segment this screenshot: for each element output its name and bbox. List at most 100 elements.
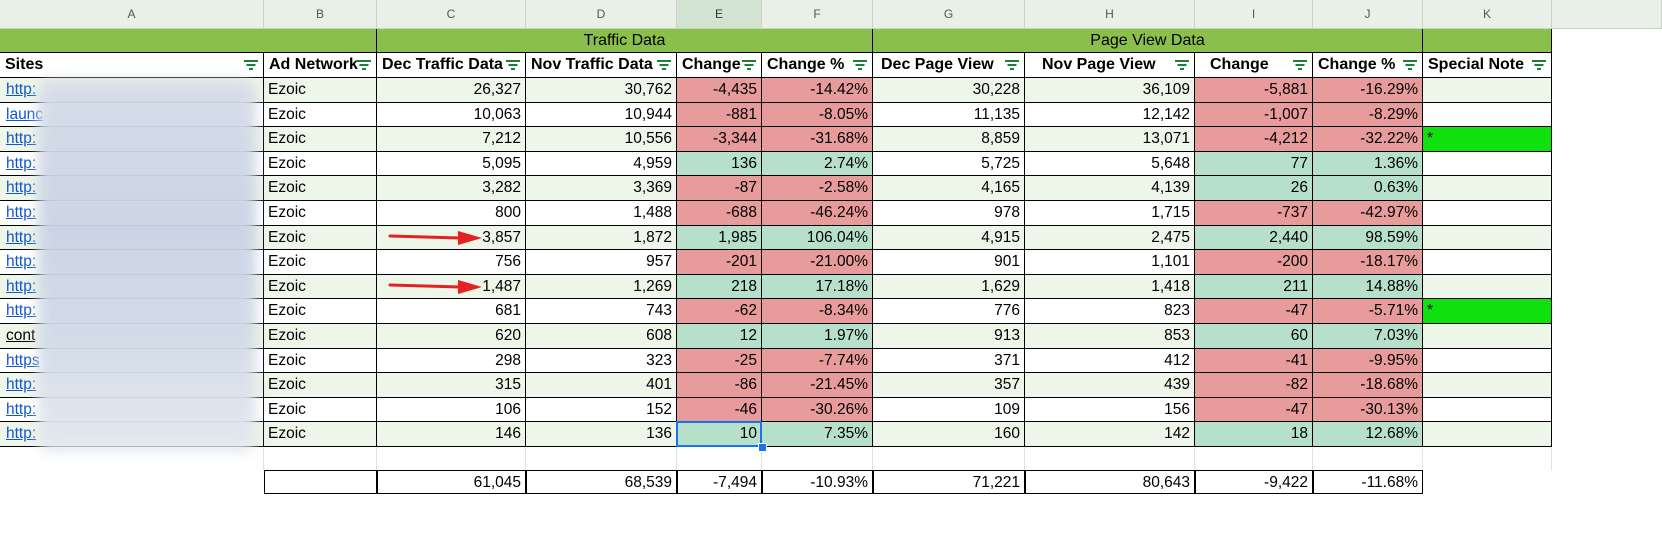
ad-network[interactable]: Ezoic [264, 201, 377, 226]
nov-traffic[interactable]: 1,488 [526, 201, 677, 226]
pageview-change[interactable]: -1,007 [1195, 102, 1313, 128]
filter-icon[interactable] [742, 59, 756, 71]
pageview-change-pct[interactable]: -30.13% [1313, 397, 1423, 423]
column-header-k[interactable]: K [1423, 0, 1552, 29]
pageview-change-pct[interactable]: 1.36% [1313, 151, 1423, 177]
pageview-change[interactable]: -47 [1195, 299, 1313, 324]
empty-cell[interactable] [377, 447, 526, 470]
site-url-link[interactable]: http: [6, 81, 37, 98]
nov-traffic[interactable]: 957 [526, 250, 677, 275]
traffic-change-pct[interactable]: 106.04% [762, 225, 873, 251]
dec-traffic[interactable]: 3,282 [377, 176, 526, 201]
site-url-link[interactable]: http: [6, 425, 37, 443]
nov-page-view[interactable]: 853 [1025, 324, 1195, 349]
traffic-change[interactable]: 12 [677, 324, 762, 349]
nov-traffic[interactable]: 3,369 [526, 176, 677, 201]
nov-page-view[interactable]: 4,139 [1025, 176, 1195, 201]
empty-cell[interactable] [264, 447, 377, 470]
pageview-change[interactable]: -41 [1195, 348, 1313, 374]
dec-page-view[interactable]: 776 [873, 299, 1025, 324]
nov-page-view[interactable]: 156 [1025, 397, 1195, 423]
total-pageview-change-pct[interactable]: -11.68% [1313, 470, 1423, 494]
ad-network[interactable]: Ezoic [264, 348, 377, 374]
pageview-change-pct[interactable]: 0.63% [1313, 176, 1423, 201]
traffic-change-pct[interactable]: 17.18% [762, 274, 873, 300]
nov-traffic[interactable]: 323 [526, 348, 677, 374]
dec-page-view[interactable]: 1,629 [873, 274, 1025, 300]
nov-page-view[interactable]: 13,071 [1025, 127, 1195, 152]
nov-page-view[interactable]: 823 [1025, 299, 1195, 324]
dec-page-view[interactable]: 357 [873, 373, 1025, 398]
total-nov-page-view[interactable]: 80,643 [1025, 470, 1195, 494]
ad-network[interactable]: Ezoic [264, 299, 377, 324]
pageview-change[interactable]: -200 [1195, 250, 1313, 275]
traffic-change[interactable]: 136 [677, 151, 762, 177]
traffic-change-pct[interactable]: -31.68% [762, 127, 873, 152]
nov-traffic[interactable]: 10,944 [526, 102, 677, 128]
dec-traffic[interactable]: 756 [377, 250, 526, 275]
site-url-link[interactable]: http: [6, 277, 37, 295]
pageview-change-pct[interactable]: -18.17% [1313, 250, 1423, 275]
traffic-change[interactable]: -87 [677, 176, 762, 201]
special-note[interactable]: * [1423, 127, 1552, 152]
pageview-change[interactable]: -82 [1195, 373, 1313, 398]
site-url-link[interactable]: cont [6, 327, 36, 344]
column-header-a[interactable]: A [0, 0, 264, 29]
column-header-e[interactable]: E [677, 0, 762, 29]
ad-network[interactable]: Ezoic [264, 151, 377, 177]
pageview-change-pct[interactable]: -8.29% [1313, 102, 1423, 128]
column-header-f[interactable]: F [762, 0, 873, 29]
dec-page-view[interactable]: 978 [873, 201, 1025, 226]
nov-page-view[interactable]: 2,475 [1025, 225, 1195, 251]
column-header-h[interactable]: H [1025, 0, 1195, 29]
dec-traffic[interactable]: 315 [377, 373, 526, 398]
site-url-link[interactable]: http: [6, 253, 37, 271]
empty-cell[interactable] [762, 447, 873, 470]
nov-traffic[interactable]: 136 [526, 422, 677, 447]
filter-icon[interactable] [506, 59, 520, 71]
traffic-change-pct[interactable]: 1.97% [762, 324, 873, 349]
special-note[interactable] [1423, 78, 1552, 103]
nov-traffic[interactable]: 401 [526, 373, 677, 398]
site-url-link[interactable]: https [6, 351, 40, 369]
pageview-change[interactable]: 60 [1195, 324, 1313, 349]
traffic-change-pct[interactable]: -8.34% [762, 299, 873, 324]
total-dec-page-view[interactable]: 71,221 [873, 470, 1025, 494]
dec-page-view[interactable]: 30,228 [873, 78, 1025, 103]
pageview-change[interactable]: -4,212 [1195, 127, 1313, 152]
nov-traffic[interactable]: 30,762 [526, 78, 677, 103]
traffic-change[interactable]: -46 [677, 397, 762, 423]
dec-page-view[interactable]: 11,135 [873, 102, 1025, 128]
pageview-change-pct[interactable]: -5.71% [1313, 299, 1423, 324]
special-note[interactable] [1423, 250, 1552, 275]
filter-icon[interactable] [1532, 59, 1546, 71]
site-url-link[interactable]: http: [6, 302, 37, 320]
ad-network[interactable]: Ezoic [264, 373, 377, 398]
filter-icon[interactable] [1293, 59, 1307, 71]
pageview-change-pct[interactable]: 14.88% [1313, 274, 1423, 300]
ad-network[interactable]: Ezoic [264, 324, 377, 349]
dec-traffic[interactable]: 146 [377, 422, 526, 447]
column-header-j[interactable]: J [1313, 0, 1423, 29]
dec-traffic[interactable]: 10,063 [377, 102, 526, 128]
dec-traffic[interactable]: 681 [377, 299, 526, 324]
site-url-link[interactable]: http: [6, 400, 37, 418]
pageview-change[interactable]: 211 [1195, 274, 1313, 300]
traffic-change-pct[interactable]: -21.45% [762, 373, 873, 398]
nov-page-view[interactable]: 412 [1025, 348, 1195, 374]
ad-network[interactable]: Ezoic [264, 176, 377, 201]
dec-traffic[interactable]: 620 [377, 324, 526, 349]
dec-traffic[interactable]: 298 [377, 348, 526, 374]
pageview-change-pct[interactable]: -16.29% [1313, 78, 1423, 103]
filter-icon[interactable] [357, 59, 371, 71]
dec-traffic[interactable]: 106 [377, 397, 526, 423]
dec-page-view[interactable]: 4,165 [873, 176, 1025, 201]
traffic-change-pct[interactable]: -7.74% [762, 348, 873, 374]
traffic-change[interactable]: -62 [677, 299, 762, 324]
dec-page-view[interactable]: 160 [873, 422, 1025, 447]
traffic-change[interactable]: -25 [677, 348, 762, 374]
traffic-change[interactable]: -201 [677, 250, 762, 275]
empty-cell[interactable] [1025, 447, 1195, 470]
ad-network[interactable]: Ezoic [264, 225, 377, 251]
total-nov-traffic[interactable]: 68,539 [526, 470, 677, 494]
